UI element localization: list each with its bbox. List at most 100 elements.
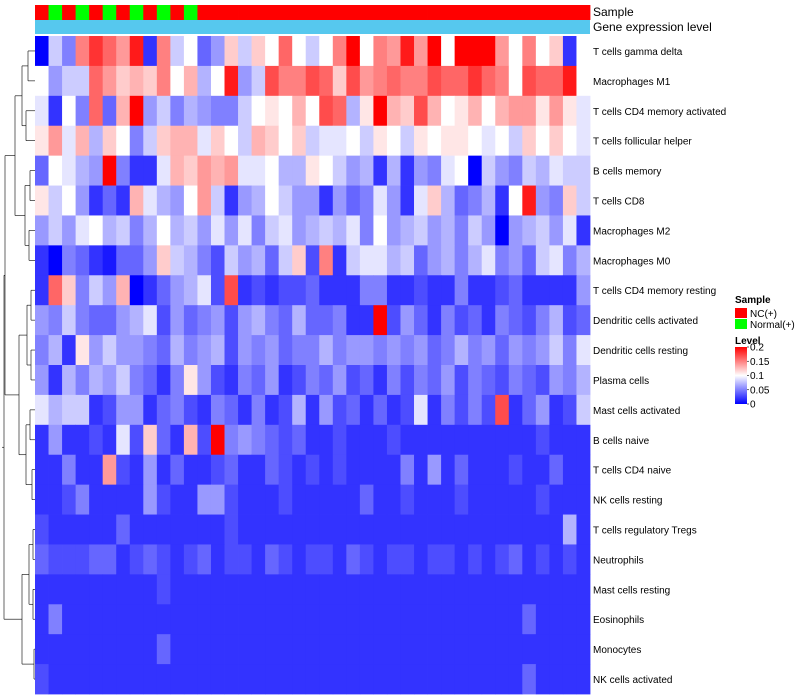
heatmap-cell bbox=[373, 365, 388, 396]
heatmap-cell bbox=[102, 544, 117, 575]
heatmap-cell bbox=[292, 574, 307, 605]
heatmap-cell bbox=[210, 544, 225, 575]
heatmap-cell bbox=[35, 604, 49, 635]
gene-expression-annotation-bar bbox=[35, 20, 590, 34]
heatmap-cell bbox=[62, 394, 77, 426]
sample-annotation-cell bbox=[210, 5, 225, 20]
heatmap-cell bbox=[238, 245, 252, 276]
heatmap-cell bbox=[251, 275, 266, 306]
heatmap-cell bbox=[359, 125, 374, 157]
heatmap-cell bbox=[319, 365, 334, 396]
heatmap-cell bbox=[414, 574, 428, 605]
heatmap-cell bbox=[427, 275, 442, 306]
heatmap-cell bbox=[414, 664, 428, 695]
heatmap-cell bbox=[129, 65, 144, 97]
heatmap-cell bbox=[170, 484, 185, 515]
heatmap-cell bbox=[346, 424, 361, 456]
heatmap-cell bbox=[224, 305, 239, 336]
heatmap-cell bbox=[468, 424, 483, 456]
heatmap-cell bbox=[346, 65, 361, 97]
heatmap-cell bbox=[102, 394, 117, 426]
heatmap-cell bbox=[386, 155, 401, 186]
heatmap-cell bbox=[495, 245, 510, 276]
heatmap-cell bbox=[75, 36, 90, 67]
heatmap-cell bbox=[373, 36, 388, 67]
heatmap-cell bbox=[251, 155, 266, 186]
heatmap-cell bbox=[441, 95, 456, 127]
heatmap-cell bbox=[373, 424, 388, 456]
heatmap-cell bbox=[116, 514, 131, 545]
heatmap-cell bbox=[359, 185, 374, 216]
heatmap-cell bbox=[576, 125, 591, 157]
heatmap-cell bbox=[522, 424, 537, 456]
heatmap-cell bbox=[522, 574, 537, 605]
row-label: Mast cells resting bbox=[593, 585, 670, 596]
heatmap-cell bbox=[414, 454, 428, 486]
heatmap-cell bbox=[210, 335, 225, 366]
heatmap-cell bbox=[319, 484, 334, 515]
heatmap-cell bbox=[238, 424, 252, 456]
heatmap-cell bbox=[522, 394, 537, 426]
heatmap-cell bbox=[441, 664, 456, 695]
heatmap-cell bbox=[251, 125, 266, 157]
heatmap-cell bbox=[129, 664, 144, 695]
heatmap-cell bbox=[332, 634, 347, 665]
heatmap-cell bbox=[238, 634, 252, 665]
heatmap-cell bbox=[468, 514, 483, 545]
row-label: B cells naive bbox=[593, 436, 650, 447]
heatmap-cell bbox=[238, 664, 252, 695]
heatmap-cell bbox=[332, 664, 347, 695]
heatmap-cell bbox=[278, 95, 293, 127]
heatmap-cell bbox=[441, 155, 456, 186]
sample-annotation-cell bbox=[170, 5, 185, 20]
heatmap-cell bbox=[373, 305, 388, 336]
heatmap-cell bbox=[549, 36, 564, 67]
heatmap-cell bbox=[454, 484, 469, 515]
heatmap-cell bbox=[305, 36, 320, 67]
heatmap-cell bbox=[62, 65, 77, 97]
heatmap-cell bbox=[562, 514, 577, 545]
heatmap-cell bbox=[522, 125, 537, 157]
heatmap-cell bbox=[156, 185, 171, 216]
heatmap-cell bbox=[522, 544, 537, 575]
heatmap-cell bbox=[468, 275, 483, 306]
heatmap-cell bbox=[210, 215, 225, 246]
heatmap-cell bbox=[305, 125, 320, 157]
heatmap-cell bbox=[116, 454, 131, 486]
heatmap-cell bbox=[89, 634, 104, 665]
heatmap-cell bbox=[576, 484, 591, 515]
heatmap-cell bbox=[373, 394, 388, 426]
heatmap-cell bbox=[278, 185, 293, 216]
heatmap-cell bbox=[346, 335, 361, 366]
heatmap-cell bbox=[373, 185, 388, 216]
heatmap-cell bbox=[495, 604, 510, 635]
heatmap-cell bbox=[75, 394, 90, 426]
row-label: Macrophages M2 bbox=[593, 226, 671, 237]
heatmap-cell bbox=[522, 305, 537, 336]
heatmap-cell bbox=[102, 664, 117, 695]
heatmap-cell bbox=[292, 36, 307, 67]
heatmap-cell bbox=[441, 36, 456, 67]
heatmap-cell bbox=[197, 155, 212, 186]
heatmap-cell bbox=[75, 125, 90, 157]
heatmap-cell bbox=[522, 634, 537, 665]
heatmap-cell bbox=[143, 574, 158, 605]
heatmap-cell bbox=[35, 335, 49, 366]
heatmap-cell bbox=[576, 155, 591, 186]
heatmap-cell bbox=[35, 424, 49, 456]
heatmap-cell bbox=[359, 424, 374, 456]
heatmap-cell bbox=[170, 365, 185, 396]
sample-annotation-cell bbox=[62, 5, 77, 20]
heatmap-cell bbox=[576, 424, 591, 456]
heatmap-cell bbox=[319, 664, 334, 695]
heatmap-cell bbox=[562, 215, 577, 246]
heatmap-cell bbox=[156, 95, 171, 127]
heatmap-cell bbox=[238, 544, 252, 575]
heatmap-cell bbox=[292, 185, 307, 216]
heatmap-cell bbox=[454, 65, 469, 97]
heatmap-cell bbox=[576, 454, 591, 486]
heatmap-cell bbox=[468, 245, 483, 276]
heatmap-cell bbox=[319, 394, 334, 426]
heatmap-cell bbox=[495, 514, 510, 545]
heatmap-cell bbox=[210, 424, 225, 456]
